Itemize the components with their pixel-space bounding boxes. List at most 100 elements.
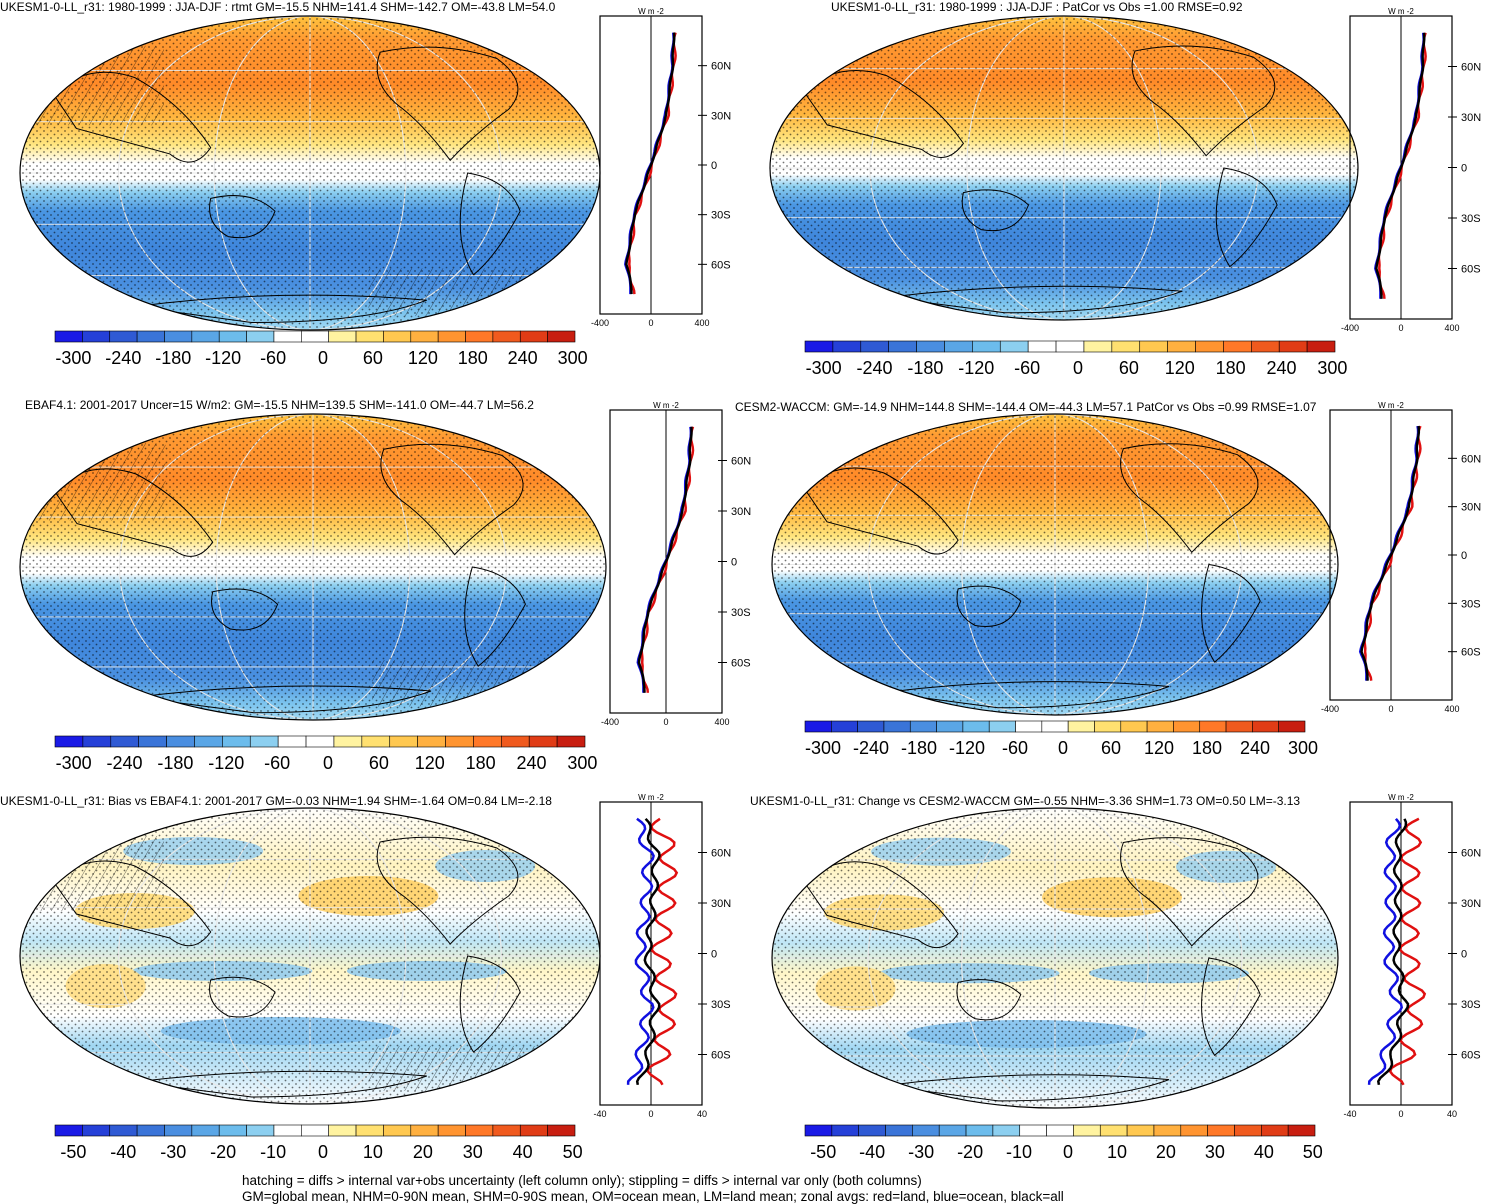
colorbar-swatch bbox=[501, 735, 530, 748]
colorbar-swatch bbox=[301, 1124, 329, 1137]
colorbar-label: -240 bbox=[106, 753, 142, 773]
colorbar-swatch bbox=[1207, 1124, 1235, 1137]
colorbar-swatch bbox=[1094, 720, 1122, 733]
lat-tick-label: 30S bbox=[1461, 598, 1481, 610]
colorbar-swatch bbox=[804, 720, 832, 733]
colorbar-label: 240 bbox=[516, 753, 546, 773]
colorbar-4: -300 -240 -180 -120 -60 0 60 120 180 240 300 bbox=[804, 720, 1318, 758]
colorbar-swatch bbox=[1027, 340, 1057, 353]
x-tick-label: 40 bbox=[697, 1109, 707, 1119]
map-panel-4 bbox=[771, 413, 1339, 716]
colorbar-swatch bbox=[164, 330, 193, 343]
colorbar-label: 60 bbox=[369, 753, 389, 773]
colorbar-swatch bbox=[383, 330, 412, 343]
zonal-line-ocean bbox=[626, 817, 655, 1085]
zonal-mean-plot-4: W m -2 60N 30N 0 30S 60S -400 0 400 bbox=[1321, 401, 1481, 714]
x-tick-label: -400 bbox=[601, 717, 619, 727]
colorbar-label: 40 bbox=[513, 1142, 533, 1162]
colorbar-swatch bbox=[191, 330, 220, 343]
colorbar-label: -40 bbox=[110, 1142, 136, 1162]
lat-tick-label: 30N bbox=[1461, 112, 1481, 124]
x-tick-label: -400 bbox=[1321, 704, 1339, 714]
colorbar-swatch bbox=[333, 735, 363, 748]
panel-title: UKESM1-0-LL_r31: Bias vs EBAF4.1: 2001-2… bbox=[0, 794, 552, 808]
colorbar-swatch bbox=[965, 1124, 994, 1137]
colorbar-swatch bbox=[885, 1124, 913, 1137]
lat-tick-label: 30S bbox=[1461, 213, 1481, 225]
lat-tick-label: 0 bbox=[1461, 949, 1467, 961]
zonal-line-ocean bbox=[1367, 818, 1404, 1085]
colorbar-label: 120 bbox=[415, 753, 445, 773]
lat-tick-label: 60N bbox=[711, 61, 731, 73]
colorbar-swatch bbox=[883, 720, 911, 733]
colorbar-swatch bbox=[1073, 1124, 1101, 1137]
colorbar-swatch bbox=[1251, 340, 1280, 353]
lat-tick-label: 60N bbox=[1461, 848, 1481, 860]
colorbar-swatch bbox=[1015, 720, 1043, 733]
lat-tick-label: 60S bbox=[711, 1050, 731, 1062]
colorbar-label: -120 bbox=[958, 358, 994, 378]
colorbar-label: 300 bbox=[567, 753, 597, 773]
colorbar-label: 180 bbox=[458, 348, 488, 368]
zonal-line-all bbox=[635, 817, 661, 1086]
footer-note-1: hatching = diffs > internal var+obs unce… bbox=[242, 1173, 922, 1188]
colorbar-label: -240 bbox=[105, 348, 141, 368]
colorbar-swatch bbox=[857, 720, 885, 733]
colorbar-label: -20 bbox=[210, 1142, 236, 1162]
lat-tick-label: 0 bbox=[1461, 550, 1467, 562]
x-tick-label: 40 bbox=[1447, 1109, 1457, 1119]
colorbar-swatch bbox=[389, 735, 418, 748]
colorbar-label: 10 bbox=[363, 1142, 383, 1162]
zonal-line-all bbox=[1375, 32, 1426, 299]
lat-tick-label: 60S bbox=[1461, 1050, 1481, 1062]
colorbar-label: 40 bbox=[1254, 1142, 1274, 1162]
colorbar-swatch bbox=[1261, 1124, 1289, 1137]
colorbar-swatch bbox=[1252, 720, 1279, 733]
zonal-mean-plot-6: W m -2 60N 30N 0 30S 60S -40 0 40 bbox=[1343, 793, 1481, 1119]
zonal-line-land bbox=[1388, 817, 1427, 1086]
colorbar-swatch bbox=[445, 735, 474, 748]
colorbar-swatch bbox=[136, 1124, 165, 1137]
colorbar-swatch bbox=[831, 720, 858, 733]
colorbar-label: 300 bbox=[1317, 358, 1347, 378]
colorbar-swatch bbox=[1139, 340, 1168, 353]
panel-title: UKESM1-0-LL_r31: Change vs CESM2-WACCM G… bbox=[750, 794, 1301, 808]
colorbar-swatch bbox=[1195, 340, 1224, 353]
colorbar-swatch bbox=[218, 1124, 247, 1137]
zonal-line-ocean bbox=[1358, 425, 1420, 681]
colorbar-label: -180 bbox=[901, 738, 937, 758]
colorbar-swatch bbox=[361, 735, 391, 748]
colorbar-swatch bbox=[831, 1124, 859, 1137]
colorbar-label: 0 bbox=[1058, 738, 1068, 758]
colorbar-swatch bbox=[858, 1124, 886, 1137]
colorbar-5: -50 -40 -30 -20 -10 0 10 20 30 40 50 bbox=[54, 1124, 583, 1162]
lat-tick-label: 30N bbox=[711, 898, 731, 910]
colorbar-swatch bbox=[1173, 720, 1201, 733]
colorbar-swatch bbox=[54, 1124, 83, 1137]
x-tick-label: 0 bbox=[1388, 704, 1393, 714]
lat-tick-label: 30S bbox=[1461, 999, 1481, 1011]
x-tick-label: 400 bbox=[694, 318, 709, 328]
x-tick-label: -40 bbox=[593, 1109, 606, 1119]
colorbar-swatch bbox=[1067, 720, 1095, 733]
colorbar-swatch bbox=[246, 1124, 275, 1137]
colorbar-label: -30 bbox=[908, 1142, 934, 1162]
x-tick-label: -40 bbox=[1343, 1109, 1356, 1119]
colorbar-label: -300 bbox=[55, 348, 91, 368]
colorbar-swatch bbox=[1306, 340, 1336, 353]
x-tick-label: 0 bbox=[648, 1109, 653, 1119]
zonal-line-all bbox=[637, 426, 693, 693]
colorbar-swatch bbox=[328, 330, 357, 343]
zonal-mean-plot-2: W m -2 60N 30N 0 30S 60S -400 0 400 bbox=[1341, 7, 1481, 333]
colorbar-swatch bbox=[1019, 1124, 1047, 1137]
lat-tick-label: 60S bbox=[1461, 647, 1481, 659]
map-panel-2 bbox=[769, 15, 1359, 321]
colorbar-swatch bbox=[166, 735, 195, 748]
x-tick-label: 400 bbox=[714, 717, 729, 727]
map-panel-5 bbox=[19, 807, 601, 1105]
colorbar-label: -60 bbox=[260, 348, 286, 368]
colorbar-label: 0 bbox=[318, 348, 328, 368]
zonal-line-all bbox=[1376, 818, 1410, 1086]
colorbar-swatch bbox=[82, 1124, 111, 1137]
colorbar-swatch bbox=[1278, 720, 1306, 733]
